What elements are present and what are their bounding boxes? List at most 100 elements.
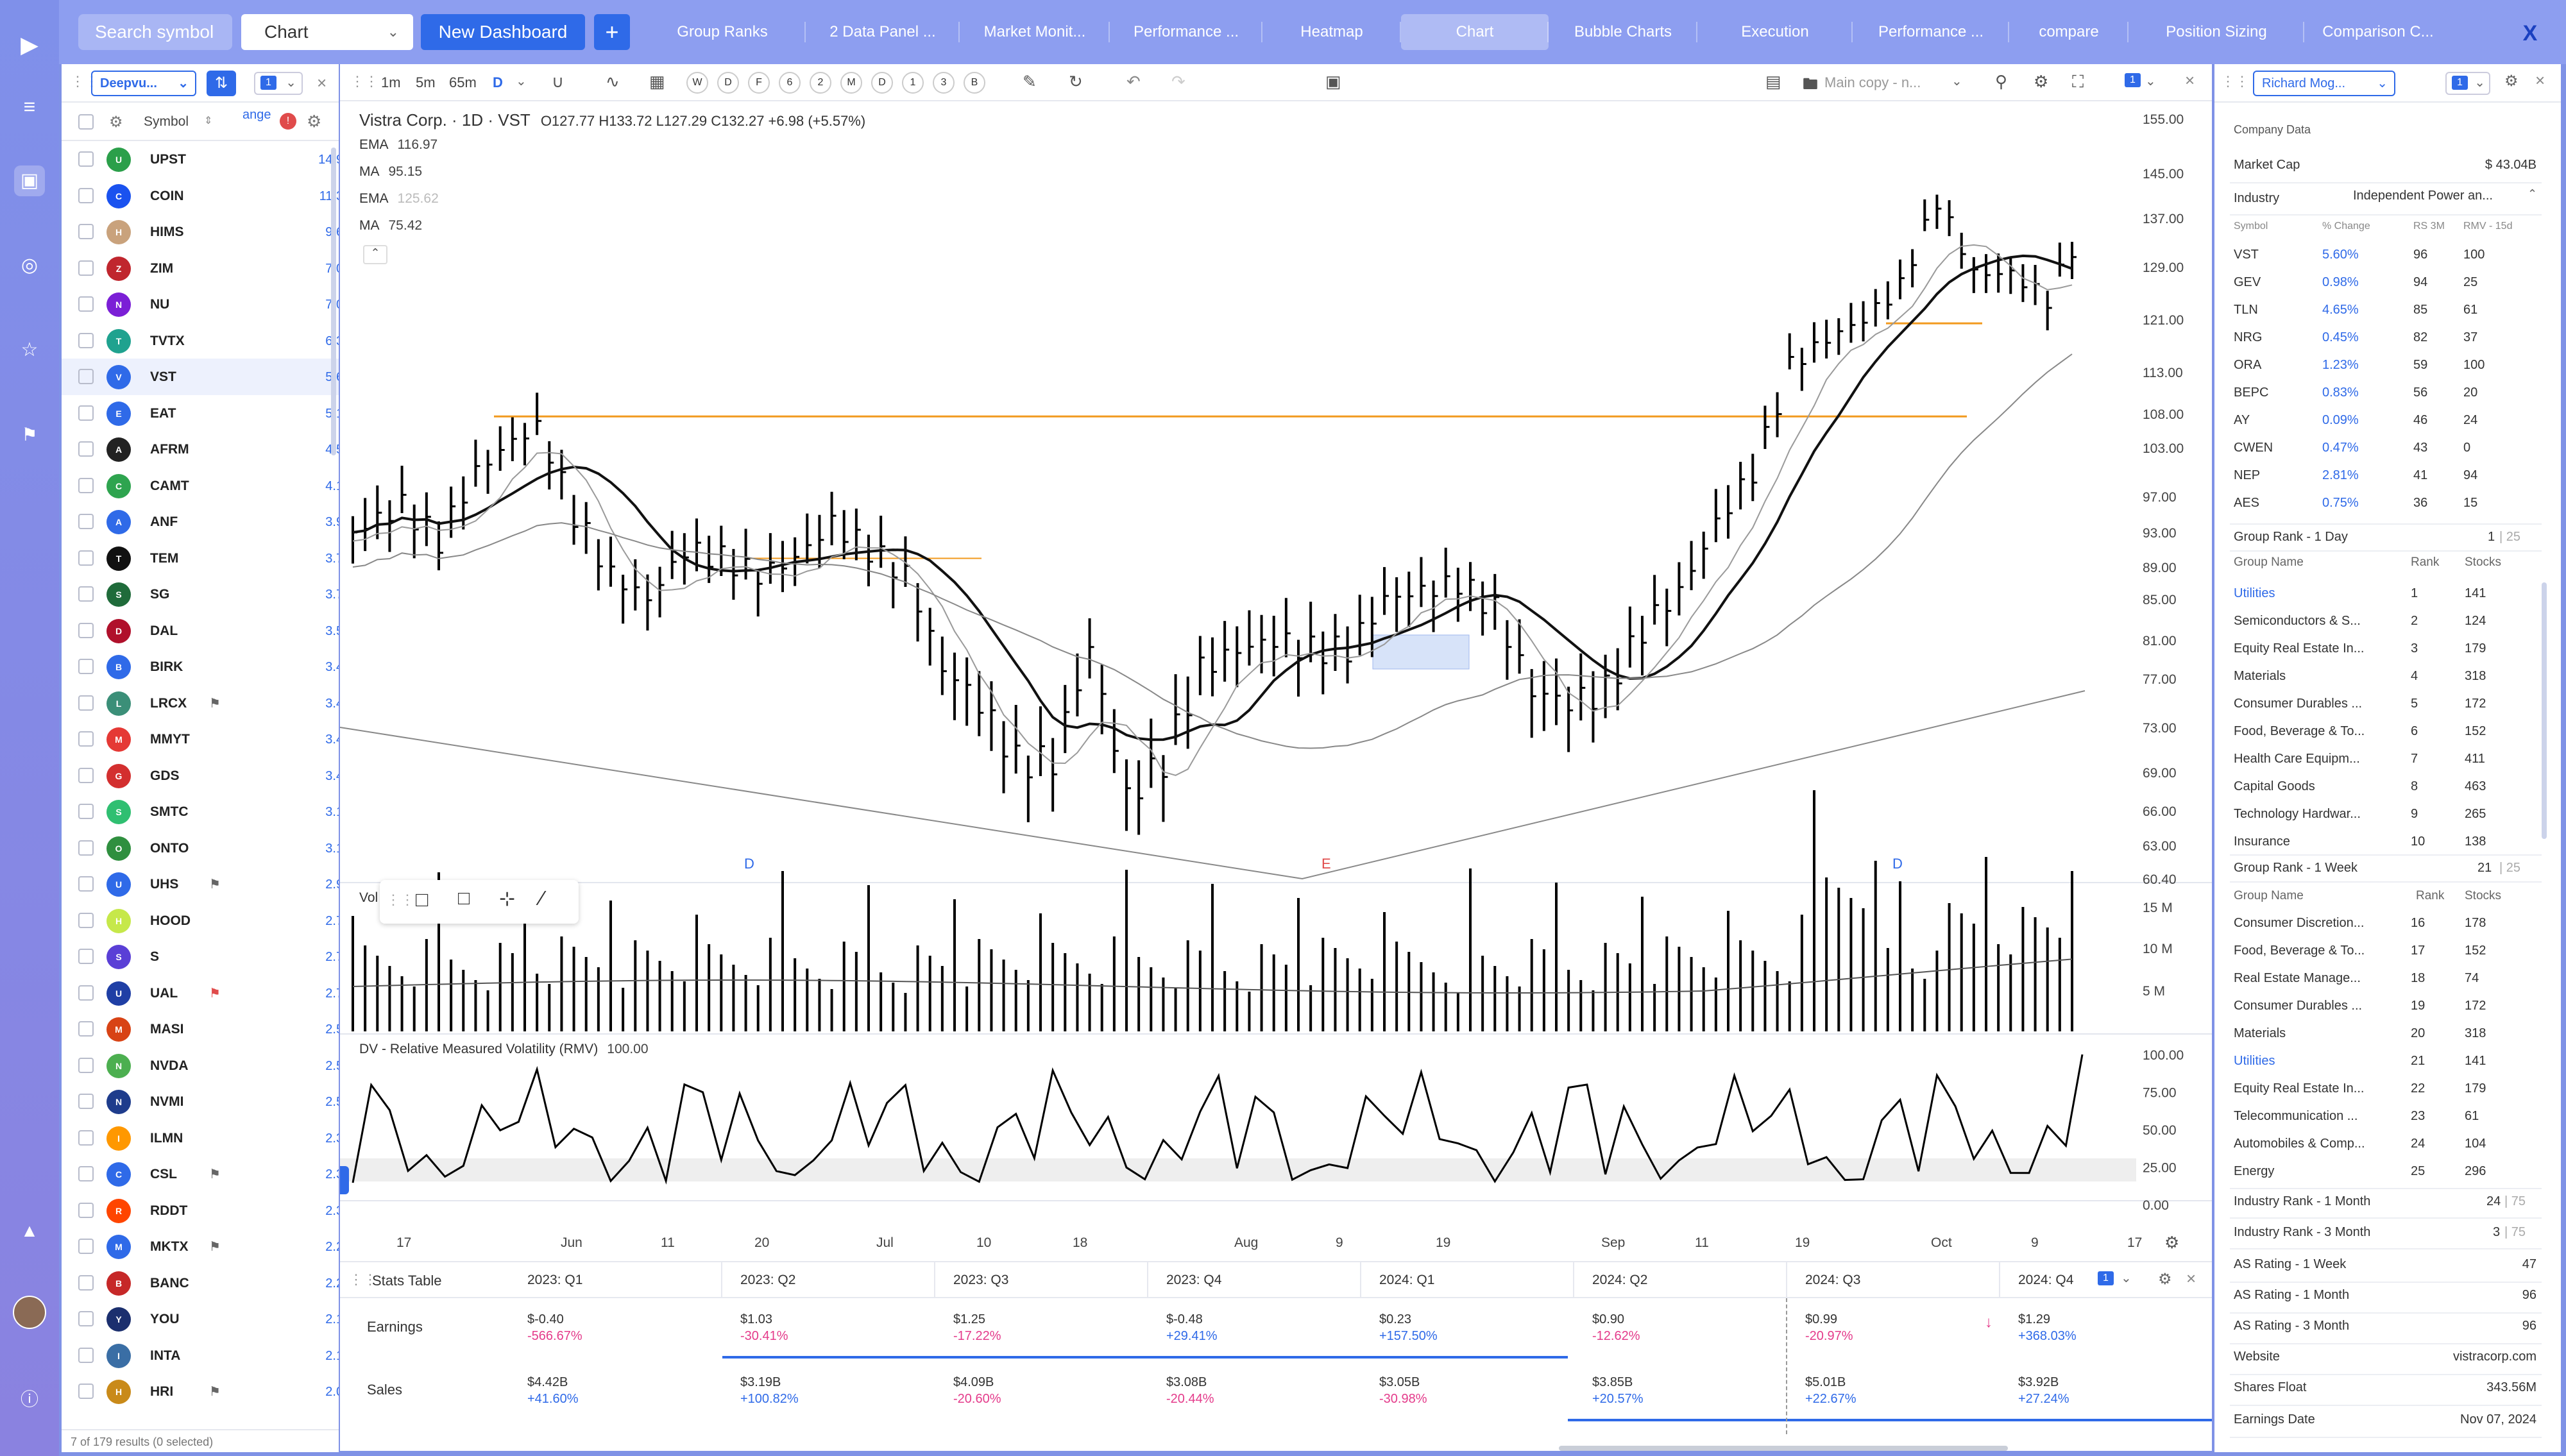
period-button[interactable]: F <box>748 72 770 94</box>
row-checkbox[interactable] <box>78 332 94 348</box>
row-checkbox[interactable] <box>78 187 94 203</box>
row-checkbox[interactable] <box>78 550 94 566</box>
period-button[interactable]: D <box>871 72 893 94</box>
close-icon[interactable]: × <box>2535 71 2545 90</box>
watchlist-row[interactable]: E EAT 5.12% <box>62 395 339 432</box>
row-checkbox[interactable] <box>78 1130 94 1146</box>
watchlist-row[interactable]: G GDS 3.40% <box>62 758 339 794</box>
watchlist-row[interactable]: S SMTC 3.19% <box>62 793 339 830</box>
watchlist-row[interactable]: M MKTX ⚑ 2.29% <box>62 1228 339 1265</box>
tab-9[interactable]: compare <box>2039 23 2099 40</box>
close-icon[interactable]: × <box>2186 1269 2196 1288</box>
watchlist-row[interactable]: A ANF 3.95% <box>62 504 339 540</box>
watchlist-row[interactable]: R RDDT 2.31% <box>62 1192 339 1229</box>
flag-icon[interactable]: ⚑ <box>209 696 221 711</box>
watchlist-row[interactable]: H HIMS 9.63% <box>62 214 339 250</box>
tab-8[interactable]: Performance ... <box>1878 23 1984 40</box>
drag-handle-icon[interactable]: ⋮⋮ <box>386 892 414 908</box>
template-icon[interactable]: ▤ <box>1765 72 1781 91</box>
period-button[interactable]: 1 <box>902 72 924 94</box>
refresh-icon[interactable]: ↻ <box>1069 72 1083 91</box>
period-button[interactable]: 6 <box>779 72 801 94</box>
row-checkbox[interactable] <box>78 441 94 457</box>
add-button[interactable]: + <box>594 14 630 50</box>
chevron-down-icon[interactable]: ⌄ <box>516 74 527 89</box>
row-checkbox[interactable] <box>78 695 94 711</box>
period-button[interactable]: W <box>686 72 708 94</box>
rectangle-icon[interactable]: □ <box>416 888 429 911</box>
period-button[interactable]: M <box>840 72 862 94</box>
watchlist-row[interactable]: Y YOU 2.12% <box>62 1301 339 1337</box>
row-checkbox[interactable] <box>78 1057 94 1073</box>
undo-icon[interactable]: ↶ <box>1126 72 1141 91</box>
watchlist-row[interactable]: U UHS ⚑ 2.90% <box>62 866 339 902</box>
time-settings-icon[interactable]: ⚙ <box>2164 1233 2180 1252</box>
settings-icon[interactable]: ⚙ <box>2034 72 2049 91</box>
layout-select[interactable]: Chart ⌄ <box>241 14 413 50</box>
pencil-icon[interactable]: ✎ <box>1023 72 1037 91</box>
tab-7[interactable]: Execution <box>1741 23 1809 40</box>
watchlist-row[interactable]: C COIN 11.35% <box>62 178 339 214</box>
link-select[interactable]: 1 ⌄ <box>2445 72 2490 95</box>
comment-icon[interactable]: □ <box>458 888 470 909</box>
price-chart[interactable]: 155.00 145.00 137.00 129.00 121.00 113.00 108.… <box>340 64 2212 1261</box>
tab-0[interactable]: Group Ranks <box>677 23 768 40</box>
filter-toggle-button[interactable]: ⇅ <box>207 71 236 96</box>
period-button[interactable]: D <box>717 72 739 94</box>
timeframe-d[interactable]: D <box>493 74 503 90</box>
watchlist-row[interactable]: S SG 3.78% <box>62 576 339 613</box>
watchlist-row[interactable]: U UAL ⚑ 2.72% <box>62 975 339 1012</box>
select-all-checkbox[interactable] <box>78 114 94 130</box>
bars-pattern-icon[interactable]: ⊹ <box>499 888 516 910</box>
chevron-down-icon[interactable]: ⌄ <box>1951 74 1962 89</box>
row-checkbox[interactable] <box>78 1347 94 1363</box>
column-symbol[interactable]: Symbol <box>144 114 189 129</box>
watchlist-row[interactable]: T TVTX 6.37% <box>62 323 339 359</box>
row-checkbox[interactable] <box>78 1384 94 1399</box>
layout-name[interactable]: Main copy - n... <box>1824 74 1921 90</box>
watchlist-row[interactable]: D DAL 3.58% <box>62 613 339 649</box>
sort-icon[interactable]: ⇕ <box>204 115 213 126</box>
row-checkbox[interactable] <box>78 369 94 384</box>
row-checkbox[interactable] <box>78 622 94 638</box>
row-checkbox[interactable] <box>78 1274 94 1291</box>
search-icon[interactable]: ⚲ <box>1995 72 2008 91</box>
drag-handle-icon[interactable]: ⋮⋮ <box>71 73 99 89</box>
stats-scrollbar[interactable] <box>1559 1446 2008 1451</box>
panel-expand-handle[interactable] <box>340 1166 349 1194</box>
close-icon[interactable]: × <box>317 73 327 92</box>
watchlist-row[interactable]: N NVMI 2.50% <box>62 1083 339 1120</box>
indicators-icon[interactable]: ∿ <box>606 72 620 91</box>
star-icon[interactable]: ☆ <box>21 339 38 360</box>
watchlist-row[interactable]: B BIRK 3.46% <box>62 648 339 685</box>
tab-2[interactable]: Market Monit... <box>983 23 1086 40</box>
watchlist-row[interactable]: M MASI 2.59% <box>62 1011 339 1047</box>
redo-icon[interactable]: ↷ <box>1171 72 1185 91</box>
help-icon[interactable]: ⓘ <box>20 1389 38 1409</box>
watchlist-row[interactable]: V VST 5.60% <box>62 359 339 395</box>
tab-6[interactable]: Bubble Charts <box>1574 23 1672 40</box>
timeframe-5m[interactable]: 5m <box>416 74 436 90</box>
flag-icon[interactable]: ⚑ <box>209 1167 221 1181</box>
trend-line-icon[interactable]: ∕ <box>540 886 544 910</box>
tab-1[interactable]: 2 Data Panel ... <box>829 23 936 40</box>
row-checkbox[interactable] <box>78 912 94 928</box>
watchlist-row[interactable]: A AFRM 4.59% <box>62 431 339 468</box>
row-checkbox[interactable] <box>78 1239 94 1254</box>
period-button[interactable]: 3 <box>933 72 955 94</box>
row-checkbox[interactable] <box>78 876 94 892</box>
bar-style-icon[interactable]: ∪ <box>552 72 565 91</box>
chevron-up-icon[interactable]: ⌃ <box>2528 187 2538 200</box>
row-checkbox[interactable] <box>78 586 94 602</box>
search-input[interactable]: Search symbol <box>78 14 232 50</box>
watchlist-select[interactable]: Deepvu... ⌄ <box>91 71 196 96</box>
row-checkbox[interactable] <box>78 804 94 819</box>
watchlist-row[interactable]: M MMYT 3.44% <box>62 721 339 758</box>
collapse-legend-button[interactable]: ⌃ <box>363 245 387 264</box>
flag-icon[interactable]: ⚑ <box>209 1240 221 1254</box>
row-checkbox[interactable] <box>78 1166 94 1181</box>
tab-3[interactable]: Performance ... <box>1133 23 1239 40</box>
graduation-icon[interactable]: ▲ <box>21 1221 38 1240</box>
watchlist-row[interactable]: N NU 7.00% <box>62 286 339 323</box>
watchlist-row[interactable]: O ONTO 3.16% <box>62 830 339 867</box>
